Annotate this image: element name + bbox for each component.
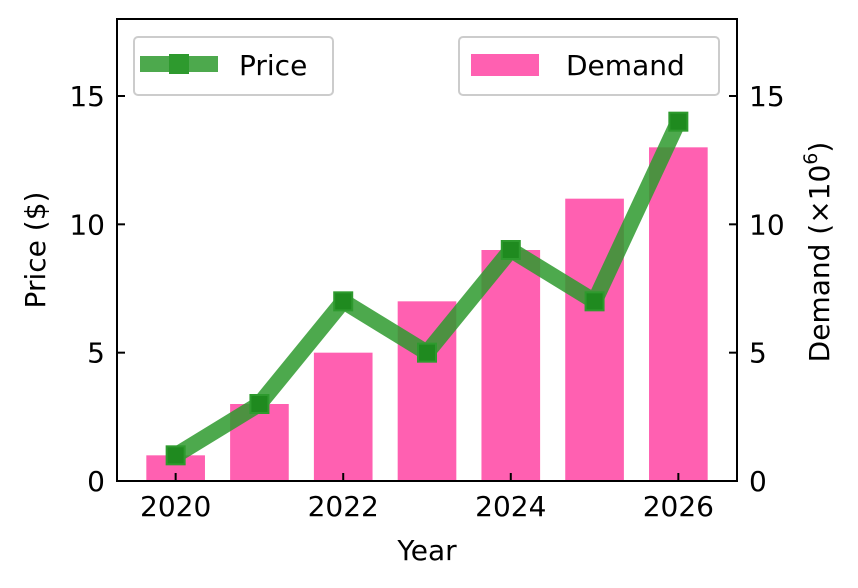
x-tick-label: 2022 bbox=[308, 490, 379, 523]
right-y-axis-title: Demand (×106) bbox=[800, 142, 836, 363]
left-y-tick-label: 10 bbox=[69, 208, 105, 241]
x-axis-title: Year bbox=[396, 534, 457, 567]
price-point bbox=[333, 291, 354, 312]
right-y-tick-label: 15 bbox=[749, 80, 785, 113]
left-y-tick-label: 0 bbox=[87, 465, 105, 498]
x-axis: 2020 2022 2024 2026 bbox=[140, 473, 714, 523]
left-y-axis: 0 5 10 15 bbox=[69, 80, 125, 498]
demand-bar bbox=[649, 147, 708, 482]
legend-demand-label: Demand bbox=[566, 49, 685, 82]
x-tick-label: 2020 bbox=[140, 490, 211, 523]
left-y-tick-label: 15 bbox=[69, 80, 105, 113]
x-tick-label: 2024 bbox=[475, 490, 546, 523]
legend-price-box bbox=[133, 36, 334, 96]
price-point bbox=[417, 342, 437, 363]
demand-bar bbox=[481, 250, 541, 481]
left-y-axis-title: Price ($) bbox=[19, 192, 52, 309]
price-point bbox=[668, 111, 689, 132]
right-y-axis-title-exponent: 6 bbox=[800, 153, 822, 165]
plot-frame bbox=[116, 18, 738, 482]
price-line bbox=[165, 111, 689, 466]
right-y-axis-title-base: Demand (×10 bbox=[803, 165, 836, 363]
legend-price-marker-swatch bbox=[169, 54, 189, 74]
right-y-axis-title-end: ) bbox=[803, 142, 836, 153]
left-y-tick-label: 5 bbox=[87, 337, 105, 370]
legend-price-label: Price bbox=[239, 49, 307, 82]
legend-demand-swatch bbox=[471, 54, 539, 76]
right-y-tick-label: 10 bbox=[749, 208, 785, 241]
right-y-tick-label: 0 bbox=[749, 465, 767, 498]
right-y-axis: 0 5 10 15 bbox=[729, 80, 785, 498]
legend-price: Price bbox=[133, 36, 334, 96]
price-point bbox=[584, 291, 605, 312]
price-point bbox=[500, 240, 521, 260]
price-point bbox=[165, 445, 186, 466]
demand-bar bbox=[313, 352, 373, 481]
right-y-tick-label: 5 bbox=[749, 337, 767, 370]
price-point bbox=[249, 394, 270, 414]
x-tick-label: 2026 bbox=[643, 490, 714, 523]
legend-demand-box bbox=[458, 36, 720, 96]
legend-demand: Demand bbox=[458, 36, 720, 96]
